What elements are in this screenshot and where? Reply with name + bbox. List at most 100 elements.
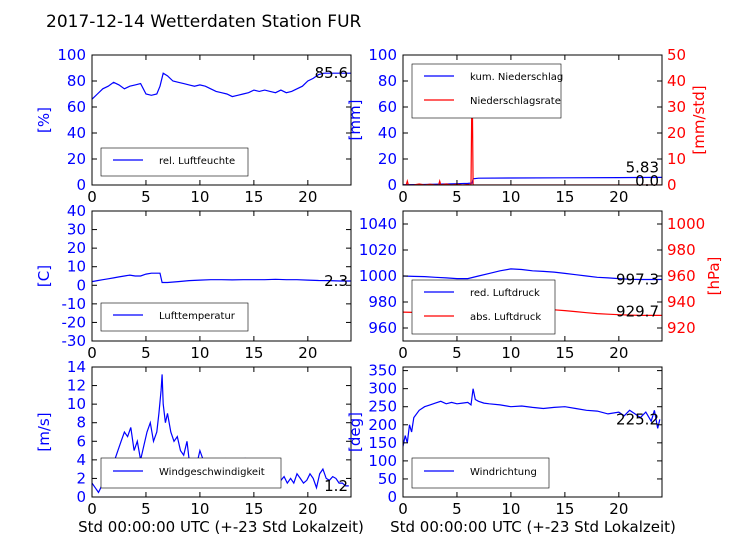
- legend-label: Niederschlagsrate: [470, 96, 561, 107]
- x-tick-label: 20: [298, 344, 317, 362]
- x-tick-label: 15: [244, 500, 263, 518]
- x-tick-label: 15: [555, 500, 574, 518]
- x-axis-label-right: Std 00:00:00 UTC (+-23 Std Lokalzeit): [390, 518, 676, 536]
- y-tick-label: 1000: [359, 267, 397, 285]
- legend-label: kum. Niederschlag: [470, 72, 563, 83]
- y-tick-label: 60: [67, 98, 86, 116]
- x-tick-label: 10: [190, 500, 209, 518]
- last-value-label: 5.83: [626, 158, 659, 176]
- y2-axis-label: [mm/std]: [690, 85, 708, 154]
- y2-tick-label: 1000: [667, 215, 705, 233]
- series-line-1: [403, 268, 662, 281]
- series-line-1: [92, 272, 351, 284]
- y-tick-label: 6: [76, 432, 86, 450]
- y-tick-label: 14: [67, 358, 86, 376]
- last-value-label: 225.2: [616, 410, 659, 428]
- subplot-2: 0 5 10 15 20 0 20 40 60 80 100 0 10 20 30 40 50 [mm] [mm/s…: [346, 46, 708, 206]
- x-tick-label: 15: [244, 188, 263, 206]
- series-line-1: [403, 176, 662, 185]
- x-tick-label: 5: [141, 500, 151, 518]
- y-tick-label: 40: [67, 202, 86, 220]
- x-tick-label: 20: [609, 500, 628, 518]
- y2-tick-label: 920: [667, 319, 696, 337]
- last-value-label: 85.6: [315, 64, 348, 82]
- y-tick-label: -30: [62, 332, 87, 350]
- legend-box: [411, 457, 550, 489]
- y2-tick-label: 980: [667, 241, 696, 259]
- y-tick-label: 0: [76, 488, 86, 506]
- last-value-label: 1.2: [324, 477, 348, 495]
- y-axis-label: [m/s]: [35, 412, 53, 451]
- y-tick-label: 2: [76, 469, 86, 487]
- x-tick-label: 5: [452, 188, 462, 206]
- y2-tick-label: 960: [667, 267, 696, 285]
- y-tick-label: 1040: [359, 215, 397, 233]
- legend-box: [100, 147, 249, 177]
- y-tick-label: 12: [67, 377, 86, 395]
- x-tick-label: 5: [452, 500, 462, 518]
- y-tick-label: 20: [67, 150, 86, 168]
- legend-label: abs. Luftdruck: [470, 312, 541, 323]
- x-tick-label: 10: [190, 344, 209, 362]
- y2-tick-label: 40: [667, 72, 686, 90]
- x-tick-label: 0: [87, 500, 97, 518]
- legend-label: red. Luftdruck: [470, 288, 540, 299]
- plot-frame: [91, 54, 352, 186]
- y2-tick-label: 0: [667, 176, 677, 194]
- legend-box: [100, 457, 282, 489]
- x-tick-label: 20: [609, 344, 628, 362]
- plot-frame: [91, 210, 352, 342]
- subplot-1: 0 5 10 15 20 0 20 40 60 80 100 [%] rel. Luftfeuchte 8…: [35, 46, 352, 206]
- x-tick-label: 15: [244, 344, 263, 362]
- y-axis-label: [mm]: [346, 100, 364, 141]
- y-tick-label: 0: [76, 276, 86, 294]
- y-tick-label: 40: [67, 124, 86, 142]
- series-line-1: [92, 72, 351, 100]
- x-tick-label: 0: [398, 500, 408, 518]
- y-axis-label: [%]: [35, 107, 53, 133]
- last-value-label: 997.3: [616, 271, 659, 289]
- plot-frame: [91, 366, 352, 498]
- y-tick-label: 20: [67, 239, 86, 257]
- legend-box: [411, 63, 562, 119]
- x-tick-label: 20: [298, 500, 317, 518]
- x-tick-label: 10: [190, 188, 209, 206]
- y-tick-label: 80: [67, 72, 86, 90]
- subplot-6: 0 5 10 15 20050100150200250300350[deg]Windri…: [346, 362, 663, 518]
- y-tick-label: 0: [387, 176, 397, 194]
- x-tick-label: 20: [609, 188, 628, 206]
- legend-label: Windrichtung: [470, 467, 537, 478]
- x-tick-label: 5: [141, 188, 151, 206]
- last-value-label-2: 929.7: [616, 302, 659, 320]
- plot-frame: [402, 366, 663, 498]
- y-axis-label: [C]: [35, 265, 53, 287]
- y-tick-label: 30: [67, 221, 86, 239]
- y-tick-label: 150: [368, 434, 397, 452]
- y-tick-label: 300: [368, 380, 397, 398]
- figure-title: 2017-12-14 Wetterdaten Station FUR: [46, 12, 362, 32]
- y-tick-label: 8: [76, 414, 86, 432]
- y-tick-label: 980: [368, 293, 397, 311]
- x-tick-label: 5: [141, 344, 151, 362]
- y2-tick-label: 940: [667, 293, 696, 311]
- x-tick-label: 15: [555, 188, 574, 206]
- y2-tick-label: 50: [667, 46, 686, 64]
- legend-label: rel. Luftfeuchte: [159, 156, 235, 167]
- legend-box: [411, 279, 556, 335]
- y-axis-label: [deg]: [346, 412, 364, 452]
- y2-axis-label: [hPa]: [705, 257, 723, 296]
- x-tick-label: 10: [501, 188, 520, 206]
- x-axis-label-left: Std 00:00:00 UTC (+-23 Std Lokalzeit): [78, 518, 364, 536]
- x-tick-label: 5: [452, 344, 462, 362]
- x-tick-label: 10: [501, 344, 520, 362]
- y-tick-label: 20: [378, 150, 397, 168]
- y-tick-label: 10: [67, 395, 86, 413]
- y-tick-label: 200: [368, 416, 397, 434]
- subplot-5: 0 5 10 15 2002468101214[m/s]Windgeschwindigk…: [35, 358, 352, 518]
- x-tick-label: 0: [398, 188, 408, 206]
- subplot-3: 0 5 10 15 20-30-20-10010203040[C]Lufttempera…: [35, 202, 352, 362]
- y2-tick-label: 20: [667, 124, 686, 142]
- y-tick-label: 60: [378, 98, 397, 116]
